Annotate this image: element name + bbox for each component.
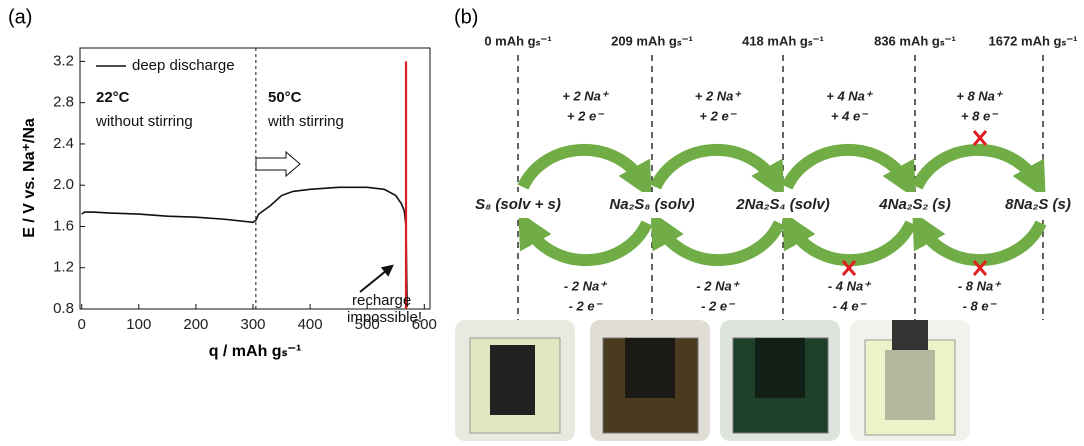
capacity-label: 418 mAh gₛ⁻¹	[742, 33, 824, 48]
legend-label: deep discharge	[132, 57, 235, 74]
figure: (a) (b) q / mAh gₛ⁻¹ E / V vs. Na⁺/Na 0 1…	[0, 0, 1084, 441]
reduction-arc	[656, 150, 776, 187]
discharge-step: + 8 e⁻	[961, 108, 999, 123]
charge-step: - 8 e⁻	[963, 298, 998, 313]
data-line	[82, 187, 407, 307]
oxidation-arc	[791, 223, 911, 260]
x-axis-label: q / mAh gₛ⁻¹	[209, 343, 302, 360]
species: Na₂S₈ (solv)	[609, 196, 694, 213]
discharge-step: + 2 e⁻	[699, 108, 737, 123]
discharge-step: + 8 Na⁺	[956, 88, 1004, 103]
discharge-step: + 2 Na⁺	[562, 88, 610, 103]
photos	[455, 320, 970, 441]
y-tick-label: 2.0	[53, 176, 74, 193]
direction-arrow	[256, 152, 300, 176]
reduction-arc	[787, 150, 907, 187]
species: 8Na₂S (s)	[1005, 196, 1071, 213]
y-tick-label: 1.2	[53, 259, 74, 276]
charge-step: - 2 e⁻	[569, 298, 604, 313]
species: 4Na₂S₂ (s)	[878, 196, 950, 213]
charge-step: - 2 e⁻	[701, 298, 736, 313]
blocked-mark	[974, 131, 986, 145]
charge-step: - 8 Na⁺	[958, 278, 1002, 293]
species: S₈ (solv + s)	[475, 196, 561, 213]
species: 2Na₂S₄ (solv)	[735, 196, 829, 213]
oxidation-arc	[921, 223, 1041, 260]
discharge-step: + 2 e⁻	[567, 108, 605, 123]
x-tick-label: 200	[183, 316, 208, 333]
capacity-label: 1672 mAh gₛ⁻¹	[988, 33, 1077, 48]
charge-step: - 2 Na⁺	[564, 278, 608, 293]
reduction-arc	[523, 150, 643, 187]
oxidation-arc	[527, 223, 647, 260]
y-tick-label: 1.6	[53, 217, 74, 234]
capacity-label: 209 mAh gₛ⁻¹	[611, 33, 693, 48]
annotation: impossible!	[347, 309, 422, 326]
charge-step: - 4 e⁻	[833, 298, 868, 313]
panel-label: (b)	[454, 6, 478, 28]
y-tick-label: 2.4	[53, 135, 74, 152]
x-tick-label: 400	[298, 316, 323, 333]
capacity-label: 836 mAh gₛ⁻¹	[874, 33, 956, 48]
x-tick-label: 0	[78, 316, 86, 333]
capacity-label: 0 mAh gₛ⁻¹	[484, 33, 551, 48]
annotation: 22°C	[96, 89, 130, 106]
discharge-step: + 2 Na⁺	[695, 88, 743, 103]
x-tick-label: 300	[240, 316, 265, 333]
discharge-step: + 4 e⁻	[831, 108, 869, 123]
annotation-arrow	[360, 266, 392, 292]
annotation: recharge	[352, 292, 411, 309]
annotation: with stirring	[267, 113, 344, 130]
discharge-step: + 4 Na⁺	[826, 88, 874, 103]
charge-step: - 2 Na⁺	[696, 278, 740, 293]
y-tick-label: 3.2	[53, 52, 74, 69]
y-tick-label: 2.8	[53, 94, 74, 111]
x-tick-label: 100	[126, 316, 151, 333]
y-axis-label: E / V vs. Na⁺/Na	[21, 118, 38, 238]
panel-label: (a)	[8, 6, 32, 28]
y-tick-label: 0.8	[53, 300, 74, 317]
reduction-arc	[917, 150, 1037, 187]
annotation: without stirring	[95, 113, 193, 130]
plot-frame	[80, 48, 430, 309]
charge-step: - 4 Na⁺	[828, 278, 872, 293]
oxidation-arc	[660, 223, 780, 260]
annotation: 50°C	[268, 89, 302, 106]
